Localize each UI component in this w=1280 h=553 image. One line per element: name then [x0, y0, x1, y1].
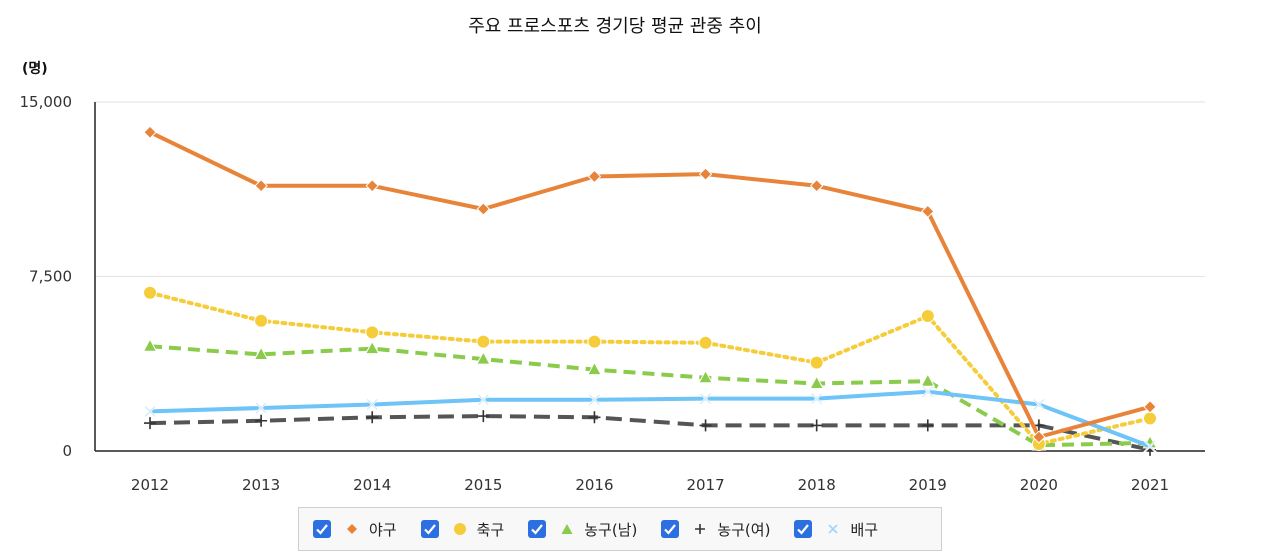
data-point	[699, 419, 712, 432]
data-point	[587, 169, 602, 184]
legend-item-baseball[interactable]: 야구	[313, 519, 397, 540]
checkbox-icon[interactable]	[420, 520, 439, 538]
checkbox-icon[interactable]	[661, 520, 680, 538]
data-point	[366, 399, 378, 410]
line-chart: 15,000 7,500 0 2012 2013 2014 2015 2016 2017 2018…	[20, 93, 1205, 494]
data-point	[476, 202, 491, 216]
legend-item-soccer[interactable]: 축구	[420, 519, 505, 540]
chart-title: 주요 프로스포츠 경기당 평균 관중 추이	[468, 16, 762, 37]
triangle-marker-icon	[561, 524, 573, 534]
data-point	[698, 369, 713, 384]
data-point	[142, 338, 158, 352]
data-point	[921, 419, 934, 432]
x-tick-label: 2015	[464, 476, 502, 494]
data-point	[809, 355, 824, 370]
y-tick-label: 7,500	[29, 268, 72, 286]
y-tick-label: 15,000	[20, 93, 73, 111]
legend-item-basketball-women[interactable]: 농구(여)	[661, 519, 770, 540]
x-tick-label: 2013	[242, 476, 280, 494]
data-point	[476, 334, 491, 349]
data-point	[143, 285, 157, 300]
data-point	[700, 393, 711, 405]
data-point	[1143, 411, 1157, 426]
data-point	[254, 313, 269, 328]
data-point	[588, 411, 601, 424]
data-point	[921, 204, 935, 219]
diamond-marker-icon	[347, 524, 357, 534]
legend-label: 야구	[369, 520, 397, 539]
data-point	[1033, 399, 1045, 410]
data-point	[255, 414, 268, 427]
data-point	[810, 419, 823, 432]
y-axis-unit-label: (명)	[22, 61, 48, 77]
data-point	[253, 346, 269, 360]
series-line-4	[149, 389, 1151, 449]
legend-item-basketball-men[interactable]: 농구(남)	[528, 519, 637, 540]
x-tick-label: 2017	[686, 476, 724, 494]
legend-label: 축구	[476, 520, 505, 539]
x-tick-label: 2020	[1020, 476, 1058, 494]
x-tick-label: 2021	[1131, 476, 1169, 494]
data-point	[1143, 400, 1157, 414]
data-point	[475, 351, 491, 365]
x-marker-icon	[828, 524, 839, 534]
series-line-2	[149, 344, 1151, 448]
y-tick-label: 0	[62, 442, 72, 460]
circle-marker-icon	[453, 523, 466, 535]
data-point	[254, 179, 268, 193]
data-point	[477, 410, 490, 423]
data-point	[809, 179, 824, 193]
legend-label: 농구(여)	[717, 520, 771, 539]
data-point	[144, 417, 156, 430]
checkbox-icon[interactable]	[313, 520, 331, 538]
data-point	[920, 373, 936, 387]
data-point	[1032, 430, 1046, 444]
plus-marker-icon	[695, 524, 706, 534]
x-tick-label: 2014	[353, 476, 391, 494]
data-point	[365, 325, 380, 340]
data-point	[477, 394, 489, 406]
chart-legend: 야구 축구 농구(남) 농구(여) 배구	[298, 507, 942, 551]
data-point	[587, 361, 602, 376]
data-point	[587, 334, 602, 349]
data-point	[698, 167, 713, 181]
data-point	[809, 375, 825, 390]
data-point	[698, 335, 713, 350]
data-point	[143, 125, 157, 139]
x-tick-label: 2018	[798, 476, 836, 494]
legend-label: 배구	[850, 520, 879, 539]
data-point	[255, 402, 267, 414]
series-line-0	[149, 130, 1151, 439]
x-tick-label: 2012	[131, 476, 169, 494]
data-point	[589, 394, 600, 406]
data-point	[920, 309, 935, 324]
data-point	[364, 340, 380, 355]
series-line-1	[148, 290, 1152, 446]
x-tick-label: 2019	[909, 476, 947, 494]
data-point	[922, 386, 934, 398]
checkbox-icon[interactable]	[794, 520, 813, 538]
data-point	[144, 406, 156, 417]
data-point	[366, 411, 379, 424]
x-tick-label: 2016	[575, 476, 613, 494]
data-point	[365, 179, 379, 193]
legend-label: 농구(남)	[584, 520, 638, 539]
legend-item-volleyball[interactable]: 배구	[794, 519, 878, 540]
data-point	[1144, 440, 1156, 452]
data-point	[811, 393, 823, 405]
checkbox-icon[interactable]	[528, 520, 547, 538]
